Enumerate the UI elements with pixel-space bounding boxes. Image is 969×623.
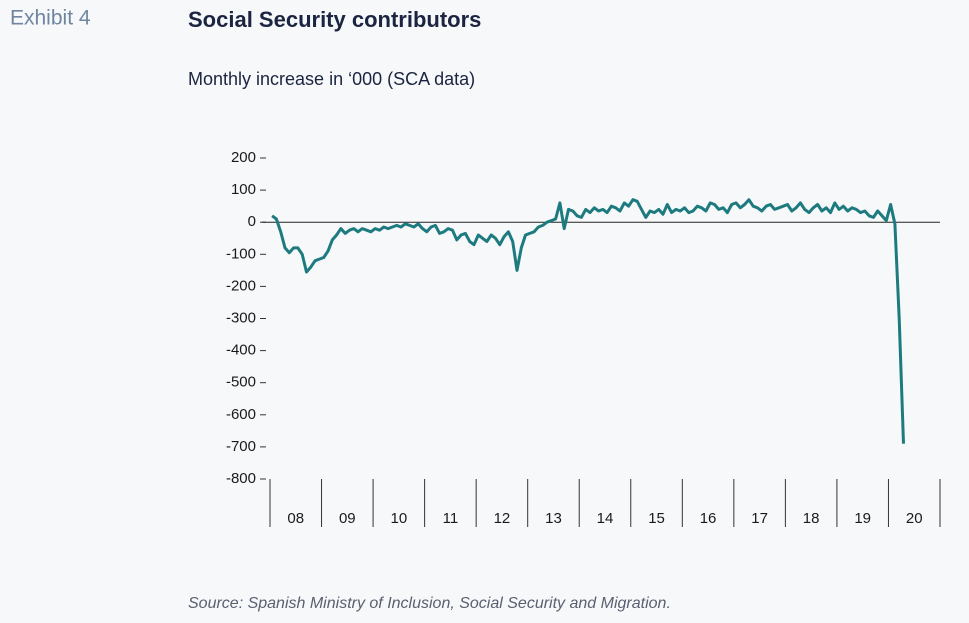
x-tick-label: 17: [751, 510, 768, 527]
x-tick-label: 15: [648, 510, 665, 527]
y-tick-label: 100: [231, 181, 256, 198]
x-tick-label: 08: [287, 510, 304, 527]
exhibit-label: Exhibit 4: [10, 7, 91, 30]
y-tick-label: -400: [226, 342, 256, 359]
y-tick-label: -200: [226, 277, 256, 294]
y-tick-label: -800: [226, 470, 256, 487]
x-tick-label: 13: [545, 510, 562, 527]
data-line: [271, 198, 905, 444]
x-tick-label: 14: [597, 510, 614, 527]
y-tick-label: -600: [226, 406, 256, 423]
source-note: Source: Spanish Ministry of Inclusion, S…: [188, 595, 671, 612]
x-tick-label: 10: [391, 510, 408, 527]
x-tick-label: 19: [854, 510, 871, 527]
y-tick-label: -500: [226, 374, 256, 391]
chart-title: Social Security contributors: [188, 7, 481, 32]
y-tick-label: -700: [226, 438, 256, 455]
x-tick-label: 16: [700, 510, 717, 527]
x-tick-label: 20: [906, 510, 923, 527]
y-tick-label: -100: [226, 245, 256, 262]
x-tick-label: 18: [803, 510, 820, 527]
y-tick-label: 0: [248, 213, 256, 230]
x-tick-label: 11: [443, 510, 459, 527]
x-tick-label: 12: [494, 510, 511, 527]
y-tick-label: -300: [226, 309, 256, 326]
x-tick-label: 09: [339, 510, 356, 527]
chart-subtitle: Monthly increase in ‘000 (SCA data): [188, 69, 475, 89]
y-tick-label: 200: [231, 149, 256, 166]
